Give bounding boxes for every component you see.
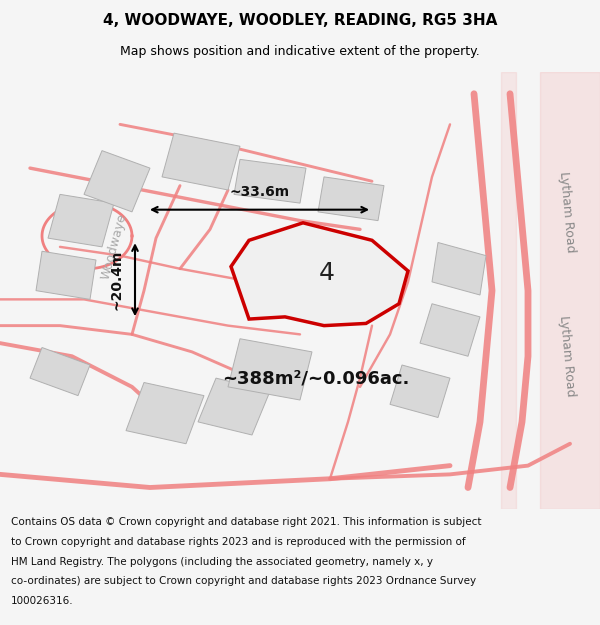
Text: ~20.4m: ~20.4m [109,249,123,310]
Text: Lytham Road: Lytham Road [557,171,577,253]
Text: 4, WOODWAYE, WOODLEY, READING, RG5 3HA: 4, WOODWAYE, WOODLEY, READING, RG5 3HA [103,12,497,28]
Text: 100026316.: 100026316. [11,596,73,606]
Bar [501,72,516,509]
Polygon shape [318,177,384,221]
Polygon shape [84,151,150,212]
Polygon shape [432,242,486,295]
Bar [540,72,600,509]
Text: Lytham Road: Lytham Road [557,315,577,398]
Polygon shape [126,382,204,444]
Polygon shape [162,133,240,190]
Text: 4: 4 [319,261,335,285]
Text: to Crown copyright and database rights 2023 and is reproduced with the permissio: to Crown copyright and database rights 2… [11,537,466,547]
Text: Map shows position and indicative extent of the property.: Map shows position and indicative extent… [120,45,480,58]
Polygon shape [48,194,114,247]
Polygon shape [234,159,306,203]
Text: HM Land Registry. The polygons (including the associated geometry, namely x, y: HM Land Registry. The polygons (includin… [11,557,433,567]
Polygon shape [390,365,450,418]
Text: Woodwaye: Woodwaye [99,213,129,281]
Polygon shape [420,304,480,356]
Polygon shape [198,378,270,435]
Text: Contains OS data © Crown copyright and database right 2021. This information is : Contains OS data © Crown copyright and d… [11,518,481,528]
Polygon shape [30,348,90,396]
Text: ~388m²/~0.096ac.: ~388m²/~0.096ac. [222,369,409,387]
Polygon shape [231,222,408,326]
Text: co-ordinates) are subject to Crown copyright and database rights 2023 Ordnance S: co-ordinates) are subject to Crown copyr… [11,576,476,586]
Text: ~33.6m: ~33.6m [229,185,290,199]
Polygon shape [36,251,96,299]
Polygon shape [228,339,312,400]
